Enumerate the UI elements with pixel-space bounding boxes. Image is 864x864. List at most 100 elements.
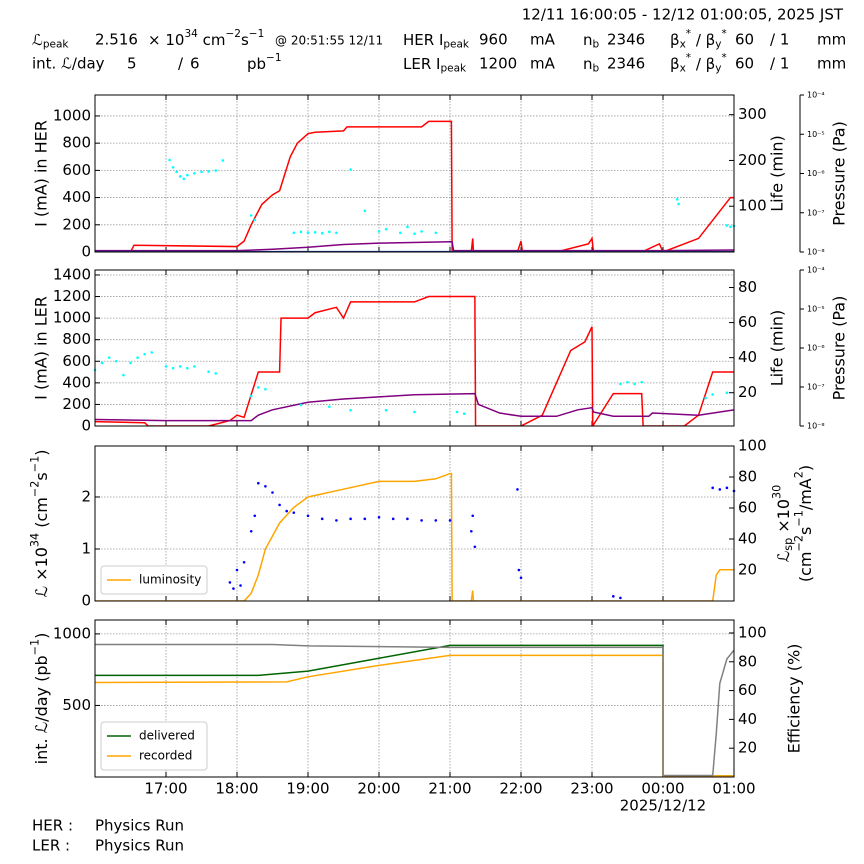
ring-current: 1200 <box>479 55 517 73</box>
y-tick-label: 1000 <box>53 309 91 327</box>
series-point <box>129 361 132 365</box>
y-axis-label: int. ℒ/day (pb−1) <box>29 633 51 765</box>
series-point <box>434 231 438 235</box>
int-lumi-unit: pb−1 <box>247 52 282 73</box>
series-point <box>253 514 257 518</box>
y2-tick-label: 100 <box>738 437 767 455</box>
text-part: 34 <box>184 28 198 40</box>
text-part: ℒ ×10 <box>32 547 51 597</box>
series-point <box>232 587 235 590</box>
y-tick-label: 0 <box>81 592 91 610</box>
series-line <box>95 120 734 252</box>
series-point <box>193 171 196 175</box>
nb-label: nb <box>583 31 600 51</box>
series-point <box>725 486 729 490</box>
y2-tick-label: 200 <box>738 151 767 169</box>
y-tick-label: 0 <box>81 243 91 261</box>
series-point <box>122 373 125 377</box>
series-point <box>242 560 246 564</box>
series-point <box>207 170 210 173</box>
y3-tick-label: 10⁻⁴ <box>807 266 825 275</box>
text-part: (cm <box>32 497 51 533</box>
x-tick-label: 23:00 <box>570 780 613 798</box>
text-part: −1 <box>249 28 264 40</box>
y3-tick-label: 10⁻⁸ <box>807 248 825 257</box>
beta-unit: mm <box>817 55 846 73</box>
series-point <box>136 356 139 359</box>
series-point <box>171 166 175 169</box>
y-tick-label: 2 <box>81 487 91 505</box>
series-point <box>455 410 459 414</box>
series-line <box>95 295 734 426</box>
y2-tick-label: 40 <box>738 348 757 366</box>
series-point <box>313 231 317 234</box>
y-tick-label: 200 <box>62 395 91 413</box>
series-point <box>633 382 636 386</box>
series-point <box>519 576 523 580</box>
series-point <box>107 356 111 359</box>
series-point <box>299 230 303 234</box>
series-point <box>239 584 242 587</box>
y-axis-label: ℒ ×1034 (cm−2s−1) <box>29 450 51 598</box>
legend-label: luminosity <box>139 573 201 587</box>
series-point <box>249 394 253 398</box>
y-tick-label: 1400 <box>53 265 91 283</box>
series-point <box>207 370 210 373</box>
text-part: ) <box>32 633 51 639</box>
int-lumi-sep: / <box>178 55 184 73</box>
series-point <box>175 170 178 174</box>
text-part: × 10 <box>148 31 184 49</box>
y-tick-label: 1000 <box>53 624 91 642</box>
y2-axis-label: ℒsp ×1030 <box>771 485 795 563</box>
text-part: n <box>583 31 593 49</box>
panel: 17:00 18:00 19:00 20:00 21:00 22:00 23:00 00:00… <box>29 619 804 815</box>
series-point <box>150 351 154 354</box>
plot-frame <box>94 269 735 427</box>
series-point <box>328 405 331 409</box>
series-line <box>95 392 734 422</box>
text-part: s <box>32 472 51 480</box>
series-point <box>626 380 629 384</box>
text-part: −1 <box>29 456 42 473</box>
series-point <box>271 491 274 494</box>
series-point <box>257 481 260 485</box>
y-tick-label: 0 <box>81 417 91 435</box>
y2-tick-label: 60 <box>738 681 757 699</box>
y2-tick-label: 80 <box>738 652 757 670</box>
x-tick-label: 00:00 <box>641 780 684 798</box>
series-point <box>517 568 521 572</box>
series-point <box>619 596 622 600</box>
lumi-unit: × 1034 cm−2s−1 <box>148 28 264 49</box>
series-point <box>143 352 146 356</box>
series-point <box>193 365 196 368</box>
y3-tick-label: 10⁻⁴ <box>807 91 825 100</box>
y3-tick-label: 10⁻⁵ <box>807 130 825 139</box>
x-tick-label: 20:00 <box>357 780 400 798</box>
lumi-peak-value: 2.516 <box>95 31 138 49</box>
series-point <box>178 365 182 368</box>
series-point <box>384 408 388 412</box>
ring-current: 960 <box>479 31 508 49</box>
y3-tick-label: 10⁻⁷ <box>807 208 825 217</box>
series-point <box>391 517 395 521</box>
text-part: int. ℒ/day (pb <box>32 655 51 764</box>
series-point <box>349 168 352 171</box>
series-point <box>406 517 409 521</box>
legend-box <box>100 565 208 595</box>
ring-label: LER Ipeak <box>403 55 467 75</box>
y-tick-label: 800 <box>62 134 91 152</box>
plot-frame <box>94 619 735 778</box>
ring-row: HER Ipeak 960 mA nb 2346 βx* / βy* 60/ 1 mm <box>403 28 846 51</box>
plot-frame <box>94 94 735 253</box>
series-point <box>363 209 367 213</box>
text-part: β <box>670 55 680 73</box>
text-part: ×10 <box>774 499 793 538</box>
beta-y: / 1 <box>770 55 789 73</box>
series-point <box>335 231 338 235</box>
text-part: 30 <box>771 485 784 499</box>
series-point <box>473 545 477 549</box>
plot-frame <box>94 445 735 602</box>
text-part: −2 <box>29 481 42 498</box>
series-point <box>186 173 189 177</box>
